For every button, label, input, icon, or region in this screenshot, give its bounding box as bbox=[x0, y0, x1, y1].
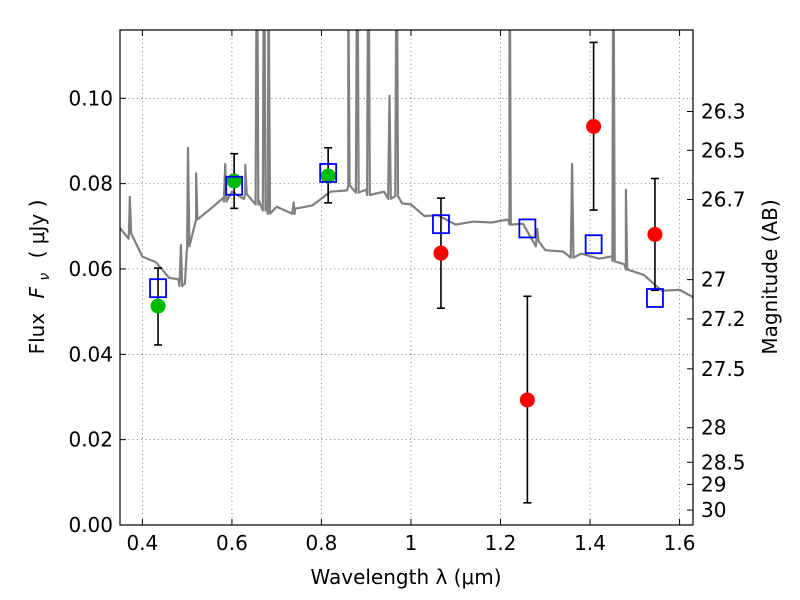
data-point-square bbox=[646, 288, 664, 308]
y-tick-label: 0.10 bbox=[68, 86, 113, 110]
x-axis-label: Wavelength λ (μm) bbox=[310, 565, 501, 589]
right-tick-label: 29 bbox=[701, 472, 726, 496]
data-point-square bbox=[432, 214, 450, 235]
data-point-square bbox=[584, 234, 603, 255]
x-tick-label: 0.4 bbox=[126, 531, 158, 555]
right-tick-label: 30 bbox=[701, 498, 726, 522]
right-tick-label: 27.2 bbox=[701, 307, 746, 331]
sed-model-line bbox=[120, 30, 693, 299]
data-point-square bbox=[518, 218, 537, 239]
axis-ticks: 0.4 0.6 0.8 1 1.2 1.4 1.6 0.00 0.02 0.04 0.06 0.08 0… bbox=[68, 30, 746, 555]
data-point-circle bbox=[320, 168, 336, 184]
data-point-circle bbox=[586, 118, 602, 134]
y-tick-label: 0.08 bbox=[68, 172, 113, 196]
y-axis-left-label-symbol: F bbox=[25, 286, 49, 298]
data-point-square bbox=[225, 175, 244, 196]
y-axis-right-label: Magnitude (AB) bbox=[758, 199, 782, 354]
x-tick-label: 1 bbox=[405, 531, 418, 555]
y-axis-left-label-symbol-sub: ν bbox=[37, 273, 53, 281]
photometry-points bbox=[149, 41, 664, 504]
right-tick-label: 27 bbox=[701, 268, 726, 292]
y-axis-left-label-text: Flux bbox=[25, 313, 49, 355]
y-tick-label: 0.00 bbox=[68, 513, 113, 537]
right-tick-label: 28.5 bbox=[701, 450, 746, 474]
x-tick-label: 0.6 bbox=[216, 531, 248, 555]
plot-frame bbox=[119, 29, 694, 526]
y-tick-label: 0.04 bbox=[68, 342, 113, 366]
data-point-square bbox=[319, 163, 338, 183]
data-point-square bbox=[149, 278, 167, 299]
y-axis-left-label: Flux F ν ( μJy ) bbox=[25, 200, 54, 355]
y-tick-label: 0.06 bbox=[68, 257, 113, 281]
x-tick-label: 1.4 bbox=[574, 531, 606, 555]
right-tick-label: 26.7 bbox=[701, 187, 746, 211]
data-point-circle bbox=[433, 245, 449, 261]
gridlines bbox=[120, 30, 693, 526]
data-point-circle bbox=[647, 226, 663, 242]
right-tick-label: 26.5 bbox=[701, 138, 746, 162]
data-point-circle bbox=[519, 392, 535, 408]
x-tick-label: 1.6 bbox=[664, 531, 696, 555]
sed-model-spectrum bbox=[120, 30, 693, 299]
data-point-circle bbox=[150, 298, 166, 314]
right-tick-label: 27.5 bbox=[701, 357, 746, 381]
y-axis-left-label-unit: ( μJy ) bbox=[25, 200, 49, 259]
right-tick-label: 28 bbox=[701, 416, 726, 440]
x-tick-label: 1.2 bbox=[485, 531, 517, 555]
right-tick-label: 26.3 bbox=[701, 100, 746, 124]
data-point-circle bbox=[226, 173, 242, 189]
y-tick-label: 0.02 bbox=[68, 428, 113, 452]
x-tick-label: 0.8 bbox=[306, 531, 338, 555]
